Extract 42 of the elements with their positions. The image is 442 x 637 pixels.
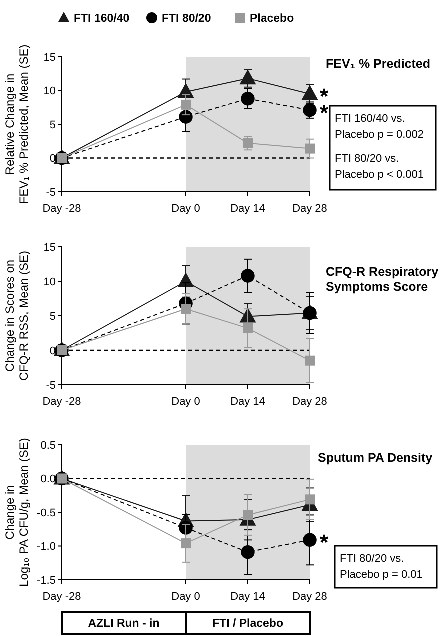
text: Sputum PA Density	[318, 451, 433, 465]
x-tick-label: Day 28	[292, 396, 328, 408]
text: CFQ-R Respiratory Symptoms Score	[326, 265, 439, 294]
x-tick-label: Day 0	[172, 203, 200, 215]
y-tick-label: 0	[50, 153, 56, 166]
y-axis-title: Relative Change in FEV₁ % Predicted, Mean (SE)	[3, 44, 31, 204]
text: FTI 160/40 vs. Placebo p = 0.002	[335, 113, 424, 141]
x-tick-label: Day 0	[172, 396, 200, 408]
y-tick-label: 10	[44, 86, 56, 98]
y-tick-label: 5	[50, 119, 56, 132]
text: FEV₁ % Predicted	[326, 57, 431, 71]
y-tick-label: 10	[44, 276, 56, 288]
y-tick-label: 0	[50, 345, 56, 358]
text: FTI 80/20 vs. Placebo p < 0.001	[335, 153, 424, 181]
y-tick-label: 5	[50, 310, 56, 323]
x-tick-label: Day -28	[42, 203, 82, 215]
x-tick-label: Day 14	[230, 591, 266, 603]
x-tick-label: Day 28	[292, 591, 328, 603]
y-tick-label: -5	[46, 186, 56, 199]
x-tick-label: Day 14	[230, 203, 266, 215]
y-tick-label: 15	[44, 52, 56, 64]
legend-label: FTI 80/20	[162, 13, 212, 25]
y-tick-label: 15	[44, 242, 56, 254]
x-tick-label: Day 28	[292, 203, 328, 215]
legend-label: FTI 160/40	[74, 13, 130, 25]
y-tick-label: -5	[46, 380, 56, 392]
x-tick-label: Day 0	[172, 591, 200, 603]
legend-label: Placebo	[250, 13, 294, 25]
y-tick-label: 0.0	[40, 474, 56, 486]
y-tick-label: -1.5	[37, 574, 56, 587]
text: FTI 80/20 vs. Placebo p = 0.01	[340, 553, 423, 581]
annotation: *	[320, 530, 329, 556]
text: AZLI Run - in	[88, 618, 160, 630]
y-axis-title: Change in Log₁₀ PA CFU/g, Mean (SE)	[3, 438, 31, 587]
x-tick-label: Day -28	[42, 591, 82, 603]
x-tick-label: Day 14	[230, 396, 266, 408]
y-tick-label: -0.5	[37, 507, 56, 520]
y-axis-title: Change in Scores on CFQ-R RSS, Mean (SE)	[3, 250, 31, 382]
text: FTI / Placebo	[212, 618, 284, 630]
y-tick-label: 0.5	[40, 440, 56, 452]
y-tick-label: -1.0	[37, 541, 56, 554]
x-tick-label: Day -28	[42, 396, 82, 408]
